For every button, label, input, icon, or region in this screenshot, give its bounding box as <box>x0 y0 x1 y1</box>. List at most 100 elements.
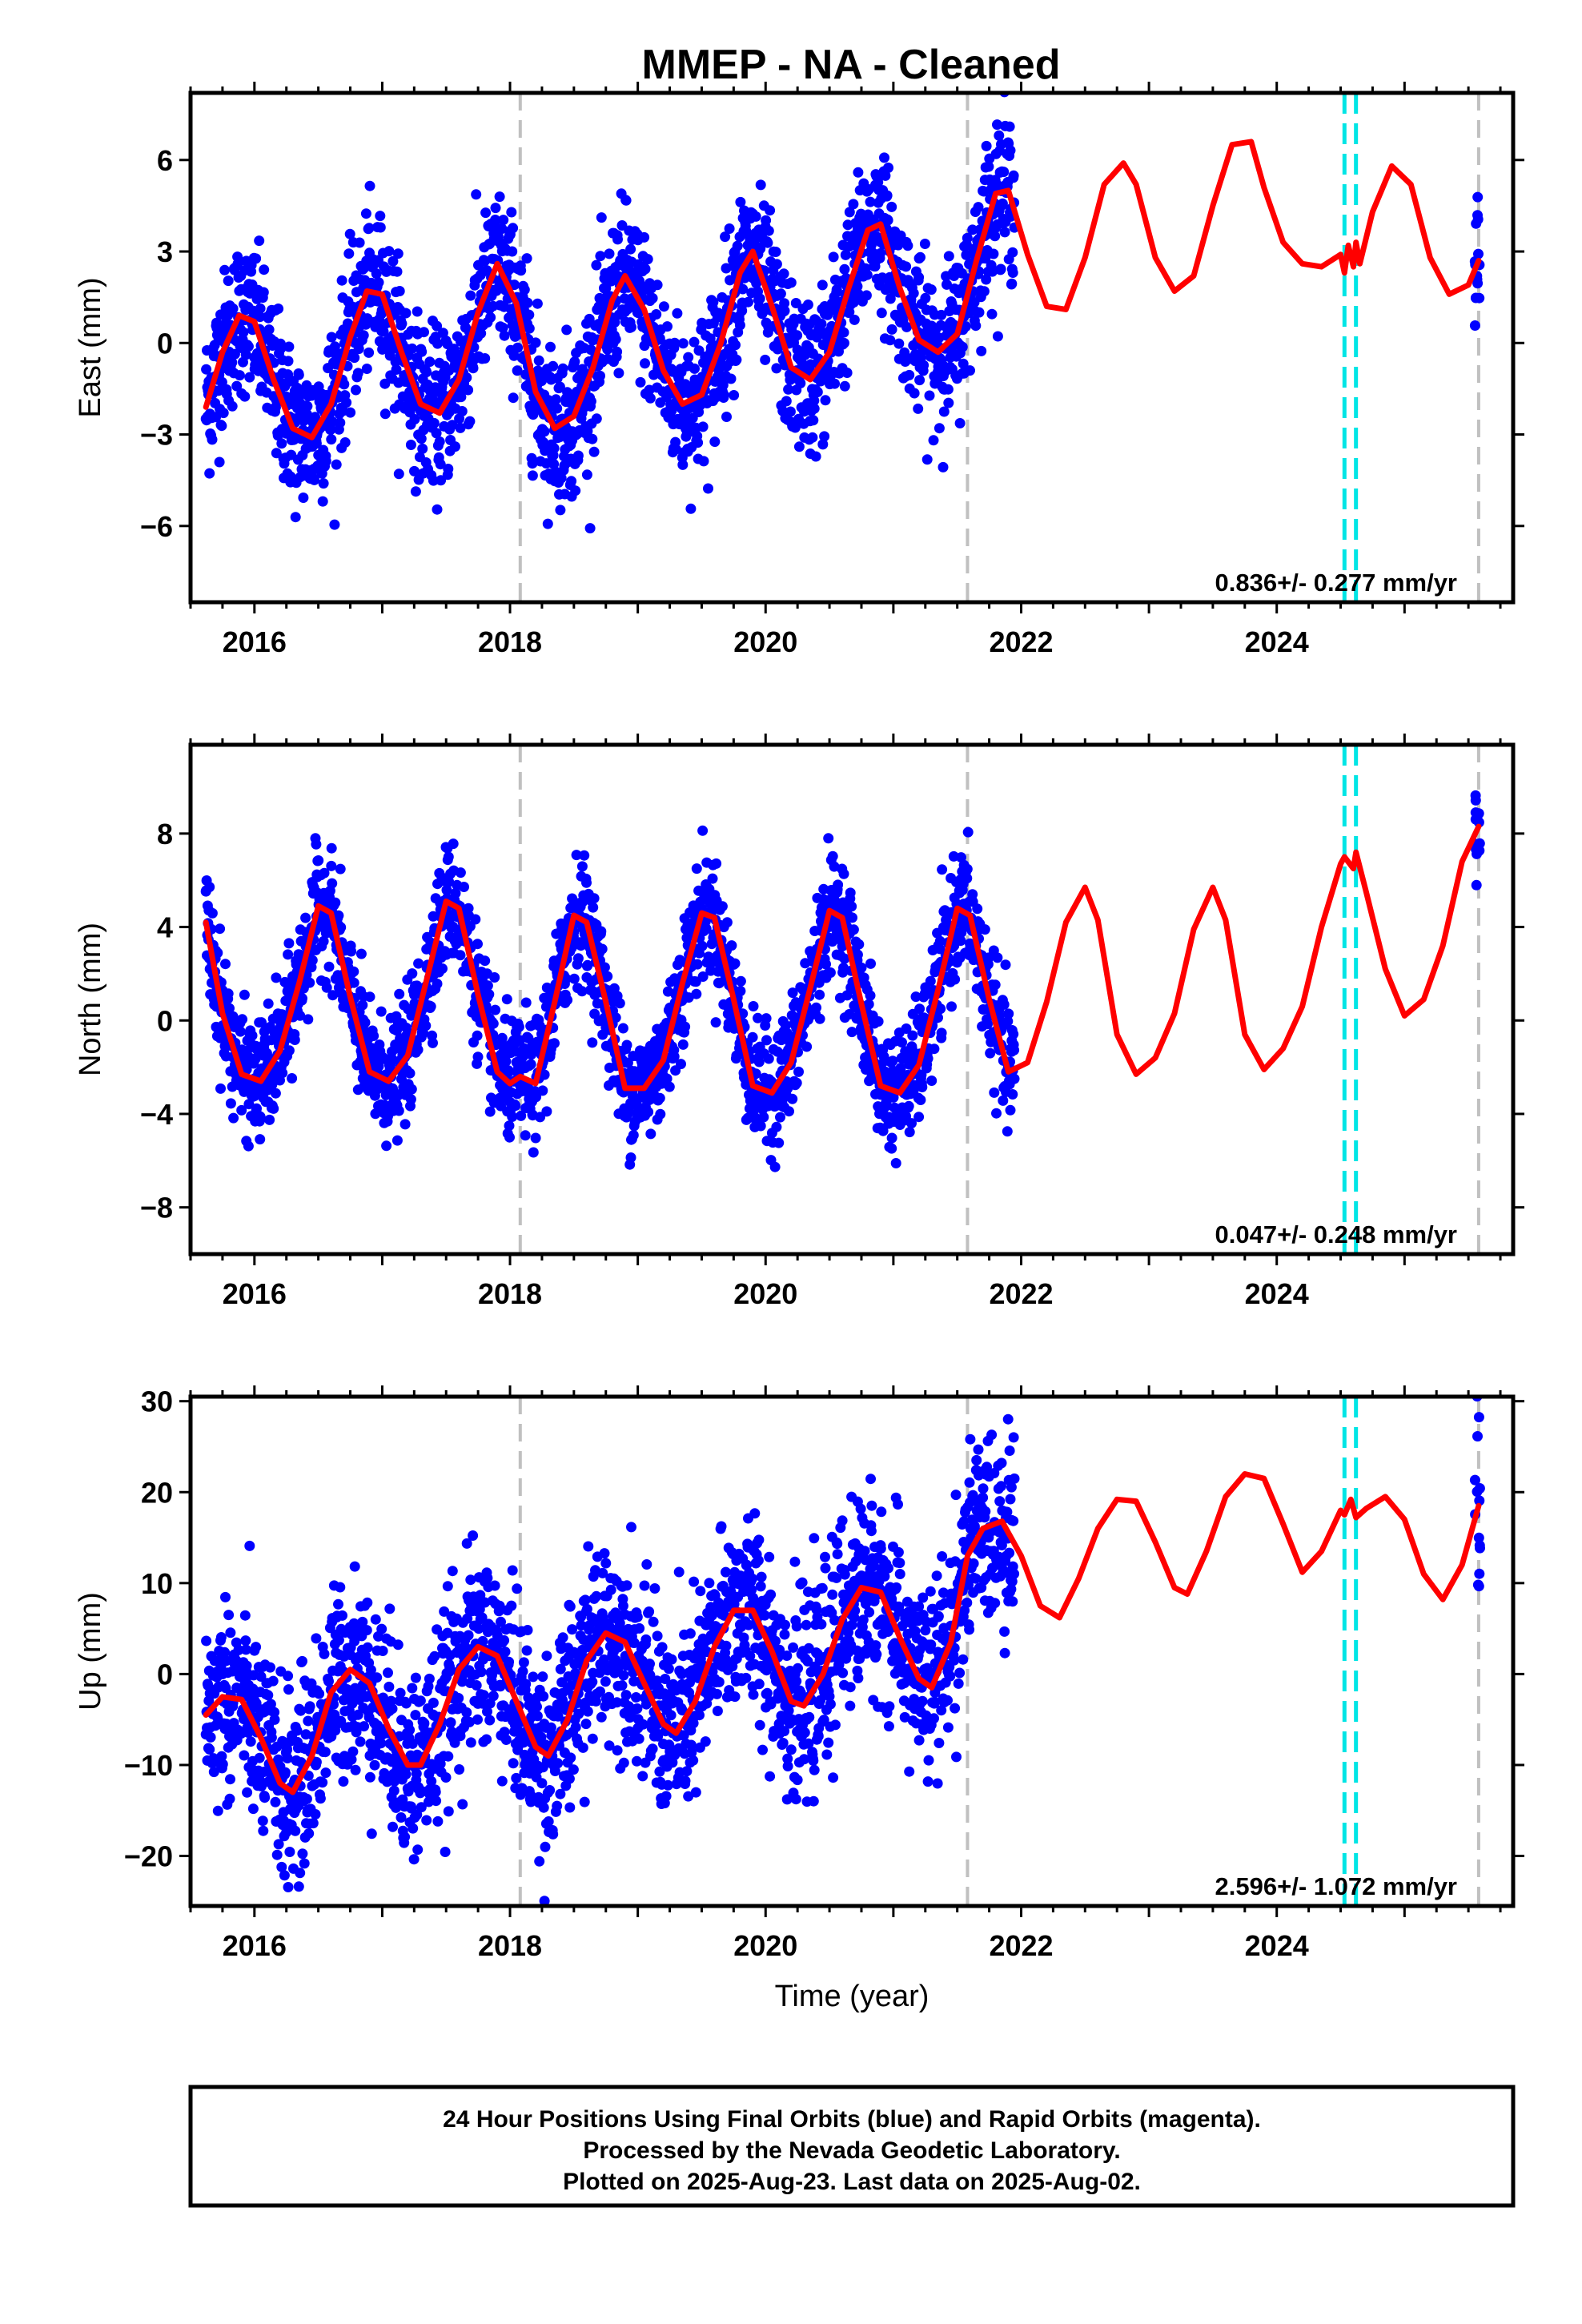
east-data-point <box>1007 247 1018 258</box>
east-data-point <box>635 376 646 388</box>
east-data-point <box>276 438 287 449</box>
east-data-point <box>416 433 427 444</box>
east-data-point <box>417 443 428 454</box>
up-data-point <box>295 1757 307 1768</box>
north-data-point <box>500 1055 512 1067</box>
east-data-point <box>207 434 218 445</box>
north-data-point <box>1008 1028 1019 1039</box>
east-data-point <box>781 396 792 407</box>
east-data-point <box>693 437 704 448</box>
north-data-point <box>283 949 294 960</box>
up-data-point <box>258 1825 269 1836</box>
east-data-point <box>770 247 781 257</box>
east-data-point <box>974 307 985 318</box>
east-data-points <box>200 93 1485 534</box>
north-data-point <box>326 842 337 854</box>
east-data-point <box>816 318 827 329</box>
north-data-point <box>428 1037 438 1048</box>
east-data-point <box>965 365 975 376</box>
north-data-point <box>780 1019 791 1031</box>
north-data-point <box>381 1140 392 1152</box>
north-data-point <box>277 1068 288 1079</box>
north-data-point <box>448 921 459 932</box>
north-data-point <box>562 995 573 1006</box>
east-data-point <box>810 451 821 462</box>
north-data-point <box>582 959 593 971</box>
north-data-point <box>985 1047 996 1059</box>
up-data-point <box>314 1688 325 1699</box>
east-data-point <box>498 215 509 226</box>
east-data-point <box>970 320 982 332</box>
north-data-point <box>303 1014 314 1025</box>
north-data-point <box>887 1055 898 1067</box>
east-data-point <box>829 378 840 389</box>
chart-title: MMEP - NA - Cleaned <box>642 42 1061 88</box>
east-data-point <box>844 207 855 218</box>
east-data-point <box>620 195 632 206</box>
east-y-tick-label: 0 <box>157 327 173 360</box>
up-data-point <box>254 1752 265 1763</box>
north-data-point <box>992 952 1003 963</box>
east-data-point <box>424 356 436 368</box>
east-data-point <box>705 333 716 344</box>
east-data-point <box>461 372 472 383</box>
east-data-point <box>901 321 912 332</box>
north-data-point <box>391 1025 402 1036</box>
east-data-point <box>375 211 386 222</box>
north-data-point <box>827 850 838 862</box>
north-data-point <box>236 1104 247 1116</box>
east-data-point <box>994 130 1005 141</box>
north-data-point <box>906 1118 917 1129</box>
east-data-point <box>508 350 520 361</box>
east-data-point <box>539 426 550 437</box>
east-y-tick-label: −6 <box>140 510 173 543</box>
east-data-point <box>354 237 365 248</box>
east-data-point <box>1472 210 1483 221</box>
up-data-point <box>333 1634 344 1646</box>
east-data-point <box>651 309 662 320</box>
east-data-point <box>476 328 487 339</box>
east-data-point <box>697 421 709 432</box>
east-data-point <box>572 450 584 461</box>
east-data-point <box>904 369 915 380</box>
east-data-point <box>329 519 340 530</box>
east-data-point <box>999 227 1010 238</box>
up-data-point <box>387 1703 398 1715</box>
east-data-point <box>915 251 926 263</box>
north-data-point <box>318 935 329 947</box>
east-data-point <box>721 412 732 422</box>
up-data-point <box>283 1684 294 1695</box>
east-frame <box>188 90 1516 605</box>
north-data-point <box>255 1111 266 1122</box>
north-data-point <box>1003 1008 1014 1019</box>
east-data-point <box>463 384 474 396</box>
north-data-point <box>370 1108 381 1120</box>
north-data-point <box>925 975 936 987</box>
north-data-point <box>886 1143 897 1154</box>
east-data-point <box>465 290 476 301</box>
north-data-point <box>472 1030 483 1041</box>
east-data-point <box>298 493 309 503</box>
up-data-point <box>366 1828 377 1839</box>
east-data-point <box>550 394 561 405</box>
north-data-point <box>654 1092 665 1104</box>
north-data-point <box>400 1119 411 1130</box>
north-data-point <box>913 1112 925 1123</box>
up-data-point <box>346 1754 357 1765</box>
east-data-point <box>318 478 329 489</box>
north-data-point <box>443 851 454 862</box>
north-data-point <box>771 1121 782 1132</box>
up-data-point <box>242 1787 253 1798</box>
north-data-point <box>624 1106 635 1117</box>
north-data-point <box>610 1012 621 1023</box>
north-data-point <box>319 867 330 879</box>
east-data-point <box>885 293 896 304</box>
up-data-point <box>311 1633 322 1644</box>
east-data-point <box>790 298 801 308</box>
east-data-point <box>921 454 933 465</box>
east-x-tick-label: 2018 <box>478 625 542 658</box>
north-data-point <box>587 1037 598 1048</box>
north-data-point <box>833 879 844 891</box>
north-data-point <box>223 988 234 999</box>
north-data-point <box>852 949 863 960</box>
